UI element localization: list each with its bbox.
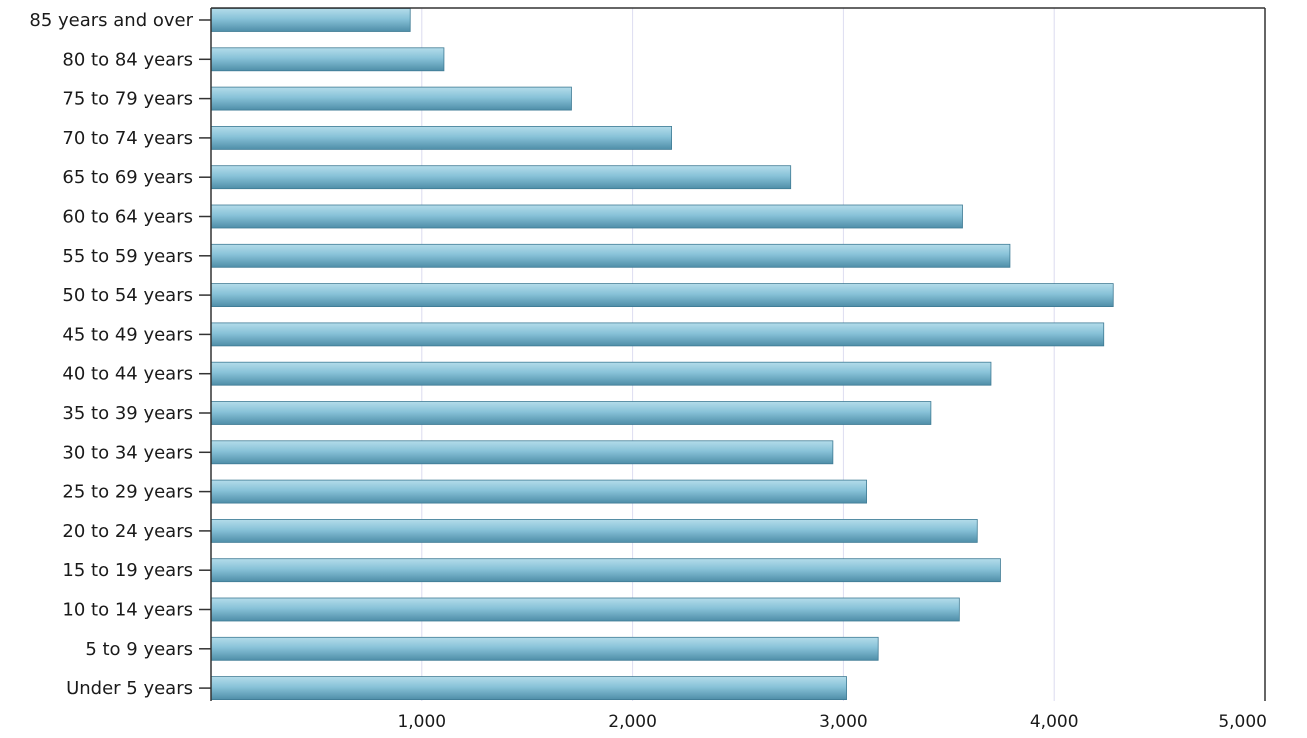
- axes: [199, 7, 1266, 701]
- category-label: 65 to 69 years: [62, 167, 193, 188]
- category-label: 75 to 79 years: [62, 89, 193, 110]
- bar: [210, 243, 1011, 268]
- category-label: Under 5 years: [66, 678, 193, 699]
- bar: [210, 519, 978, 543]
- bar: [210, 8, 411, 32]
- category-label: 60 to 64 years: [62, 207, 193, 228]
- category-label: 50 to 54 years: [62, 285, 193, 306]
- category-label: 35 to 39 years: [62, 403, 193, 424]
- bar: [210, 322, 1105, 347]
- x-tick-label: 5,000: [1218, 712, 1267, 732]
- bar: [210, 479, 867, 504]
- category-label: 45 to 49 years: [62, 324, 193, 345]
- bar: [210, 558, 1001, 583]
- bar: [210, 126, 672, 150]
- x-tick-label: 2,000: [608, 712, 657, 732]
- bar: [210, 440, 834, 465]
- bar: [210, 597, 960, 622]
- bar: [210, 283, 1114, 308]
- category-label: 30 to 34 years: [62, 442, 193, 463]
- category-label: 80 to 84 years: [62, 49, 193, 70]
- bar: [210, 47, 445, 72]
- bar: [210, 401, 932, 425]
- bar: [210, 636, 879, 661]
- category-label: 85 years and over: [29, 10, 193, 31]
- x-tick-labels: 1,000 2,000 3,000 4,000 5,000: [397, 712, 1267, 732]
- gridlines: [421, 8, 1266, 701]
- category-label: 15 to 19 years: [62, 560, 193, 581]
- category-label: 55 to 59 years: [62, 246, 193, 267]
- category-label: 5 to 9 years: [85, 639, 193, 660]
- category-label: 40 to 44 years: [62, 364, 193, 385]
- bar: [210, 676, 847, 700]
- x-tick-label: 1,000: [397, 712, 446, 732]
- bar: [210, 165, 792, 190]
- bar: [210, 86, 572, 111]
- category-label: 20 to 24 years: [62, 521, 193, 542]
- category-labels: 85 years and over 80 to 84 years 75 to 79 …: [29, 10, 193, 699]
- bars: [210, 8, 1114, 700]
- bar: [210, 204, 963, 229]
- category-label: 25 to 29 years: [62, 482, 193, 503]
- x-tick-label: 4,000: [1030, 712, 1079, 732]
- category-label: 10 to 14 years: [62, 600, 193, 621]
- bar: [210, 361, 992, 386]
- x-tick-label: 3,000: [819, 712, 868, 732]
- category-label: 70 to 74 years: [62, 128, 193, 149]
